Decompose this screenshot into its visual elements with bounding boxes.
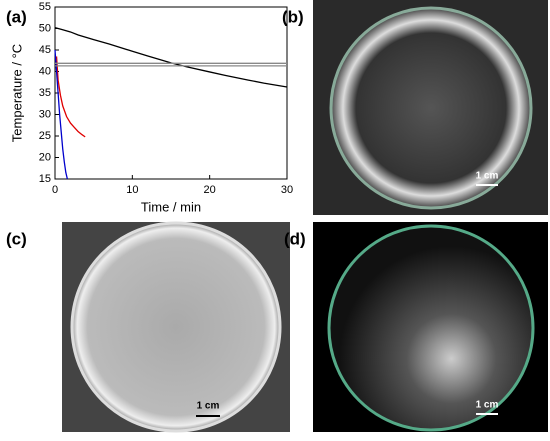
panel-label: (a) xyxy=(6,7,27,26)
y-tick-label: 50 xyxy=(39,22,51,34)
series-line xyxy=(54,49,69,180)
y-tick-label: 20 xyxy=(39,151,51,163)
y-tick-label: 30 xyxy=(39,108,51,120)
x-tick-label: 10 xyxy=(126,184,138,196)
y-tick-label: 45 xyxy=(39,44,51,56)
y-tick-label: 15 xyxy=(39,173,51,185)
dish-d xyxy=(327,224,535,432)
y-tick-label: 25 xyxy=(39,130,51,142)
y-tick-label: 35 xyxy=(39,87,51,99)
dish-c xyxy=(70,221,282,433)
panel-label: (c) xyxy=(6,229,27,248)
x-tick-label: 30 xyxy=(281,184,293,196)
x-tick-label: 0 xyxy=(52,184,58,196)
panel-label: (b) xyxy=(282,7,304,26)
x-tick-label: 20 xyxy=(204,184,216,196)
scale-label: 1 cm xyxy=(476,171,499,182)
y-axis-title: Temperature / °C xyxy=(9,44,24,142)
scale-label: 1 cm xyxy=(197,401,220,412)
series-line xyxy=(55,56,86,138)
x-axis-title: Time / min xyxy=(141,199,201,214)
y-tick-label: 40 xyxy=(39,65,51,77)
dish-b xyxy=(329,6,533,210)
series-line xyxy=(54,27,288,88)
panel-label: (d) xyxy=(284,229,306,248)
scale-label: 1 cm xyxy=(476,400,499,411)
plot-frame xyxy=(54,6,288,180)
y-tick-label: 55 xyxy=(39,1,51,13)
